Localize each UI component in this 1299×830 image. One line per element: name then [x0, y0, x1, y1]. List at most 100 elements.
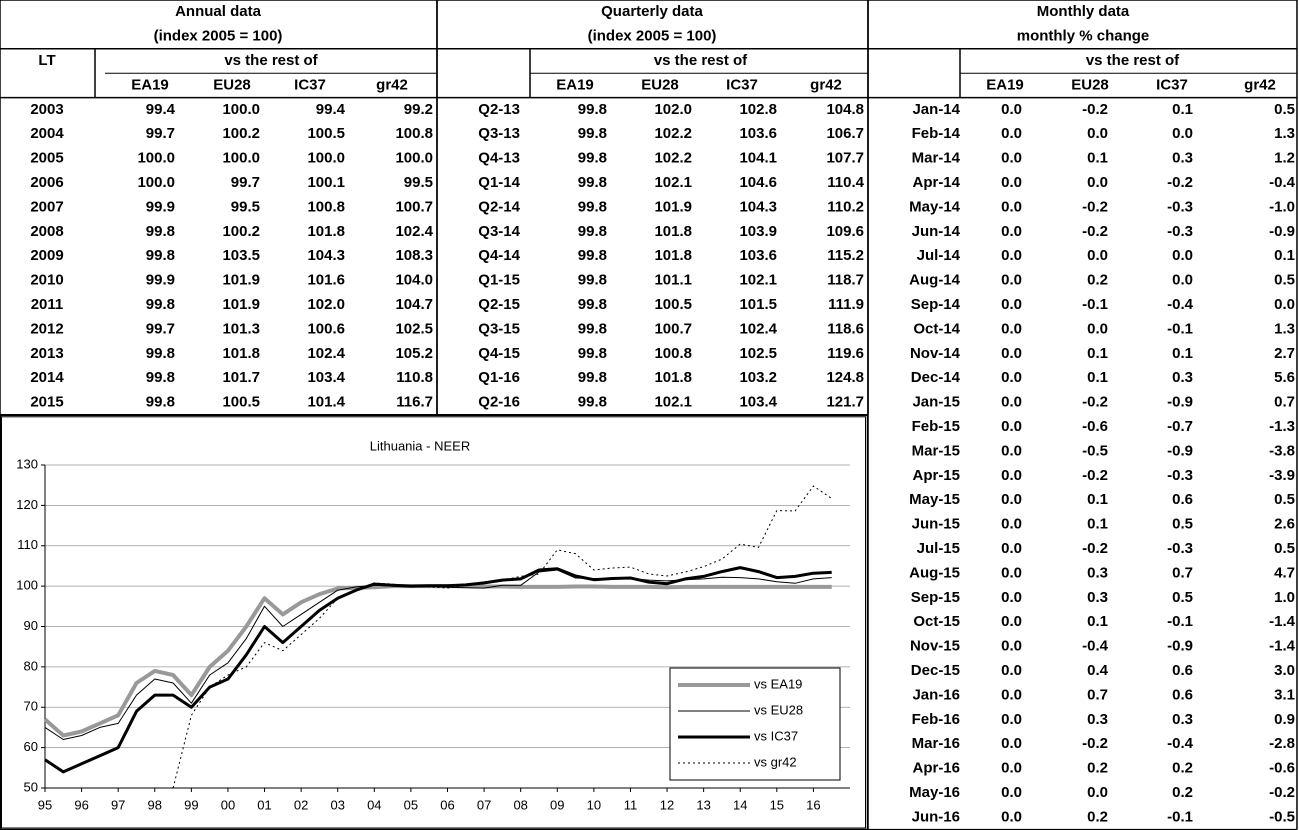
cell: -3.9 [1269, 467, 1295, 484]
cell: 116.7 [396, 394, 433, 411]
cell: 0.0 [1001, 760, 1022, 777]
cell: 0.0 [1001, 296, 1022, 313]
x-tick-label: 04 [367, 797, 381, 812]
legend-label: vs IC37 [754, 728, 798, 743]
cell: 107.7 [826, 150, 864, 167]
cell: 5.6 [1274, 369, 1295, 386]
cell: 0.5 [1274, 540, 1295, 557]
cell: -0.2 [1082, 223, 1108, 240]
cell: 99.8 [146, 345, 175, 362]
x-tick-label: 03 [330, 797, 344, 812]
column-header: EA19 [986, 76, 1024, 93]
cell: 101.4 [307, 394, 345, 411]
y-tick-label: 80 [24, 658, 38, 673]
cell: 0.3 [1087, 564, 1108, 581]
cell: 102.2 [654, 150, 692, 167]
cell: 0.3 [1172, 711, 1193, 728]
cell: 102.5 [739, 345, 777, 362]
row-label: Q3-14 [478, 223, 520, 240]
row-label: Aug-15 [909, 564, 960, 581]
cell: 101.8 [654, 247, 692, 264]
cell: 0.0 [1001, 711, 1022, 728]
column-header: EU28 [1071, 76, 1109, 93]
cell: 102.0 [307, 296, 345, 313]
row-label: Feb-14 [912, 125, 961, 142]
row-label: Aug-14 [909, 272, 960, 289]
cell: 99.8 [578, 101, 607, 118]
cell: 110.8 [396, 369, 433, 386]
row-label: 2005 [30, 150, 63, 167]
cell: 3.0 [1274, 662, 1295, 679]
cell: 0.1 [1172, 345, 1193, 362]
row-label: Q4-15 [478, 345, 520, 362]
column-header: IC37 [1156, 76, 1188, 93]
row-label: Dec-15 [911, 662, 960, 679]
row-label: Q4-14 [478, 247, 520, 264]
cell: 0.0 [1001, 198, 1022, 215]
cell: 1.2 [1274, 150, 1295, 167]
x-tick-label: 13 [696, 797, 710, 812]
cell: 121.7 [826, 394, 864, 411]
cell: 0.0 [1001, 784, 1022, 801]
cell: -0.4 [1269, 174, 1296, 191]
cell: 119.6 [827, 345, 864, 362]
column-header: IC37 [726, 76, 758, 93]
group-label: vs the rest of [1086, 52, 1180, 69]
row-label: 2006 [30, 174, 63, 191]
row-label: 2009 [30, 247, 63, 264]
row-label: Sep-14 [911, 296, 961, 313]
row-label: Apr-15 [912, 467, 960, 484]
cell: 99.8 [578, 223, 607, 240]
cell: 99.8 [146, 296, 175, 313]
table-subtitle: monthly % change [1017, 28, 1150, 45]
cell: 0.0 [1001, 345, 1022, 362]
cell: -1.4 [1269, 613, 1296, 630]
cell: 124.8 [826, 369, 864, 386]
x-tick-label: 12 [660, 797, 674, 812]
x-tick-label: 98 [148, 797, 162, 812]
row-label: Jun-14 [912, 223, 961, 240]
cell: 0.0 [1001, 369, 1022, 386]
row-label: Mar-15 [912, 442, 960, 459]
cell: 99.8 [578, 272, 607, 289]
cell: 101.8 [654, 223, 692, 240]
cell: -0.4 [1167, 735, 1194, 752]
cell: 118.7 [827, 272, 864, 289]
cell: 100.8 [395, 125, 433, 142]
row-label: 2003 [30, 101, 63, 118]
cell: 0.0 [1001, 662, 1022, 679]
cell: 100.5 [222, 394, 260, 411]
cell: 99.4 [146, 101, 176, 118]
cell: 101.8 [307, 223, 345, 240]
cell: 0.7 [1274, 394, 1295, 411]
row-label: Apr-14 [912, 174, 960, 191]
cell: 101.5 [739, 296, 777, 313]
cell: 0.3 [1087, 589, 1108, 606]
row-label: Feb-16 [912, 711, 960, 728]
legend-label: vs EU28 [754, 702, 803, 717]
cell: 0.0 [1172, 272, 1193, 289]
row-label: Q1-14 [478, 174, 520, 191]
cell: 102.4 [395, 223, 433, 240]
cell: 0.1 [1087, 345, 1108, 362]
cell: 0.6 [1172, 662, 1193, 679]
cell: 101.6 [307, 272, 345, 289]
row-label: Q3-15 [478, 320, 520, 337]
row-label: Nov-15 [910, 638, 960, 655]
cell: 100.0 [222, 101, 260, 118]
cell: 0.3 [1172, 150, 1193, 167]
x-tick-label: 15 [770, 797, 784, 812]
row-label: 2007 [30, 198, 63, 215]
cell: 106.7 [826, 125, 864, 142]
row-label: Oct-15 [913, 613, 960, 630]
cell: 103.2 [739, 369, 777, 386]
cell: 100.1 [307, 174, 345, 191]
cell: -0.2 [1082, 198, 1108, 215]
cell: 99.8 [146, 394, 175, 411]
cell: 0.0 [1087, 784, 1108, 801]
chart-frame [1, 416, 866, 829]
table-title: Annual data [175, 3, 261, 20]
x-tick-label: 97 [111, 797, 125, 812]
cell: 0.1 [1087, 491, 1108, 508]
column-header: EU28 [213, 76, 251, 93]
